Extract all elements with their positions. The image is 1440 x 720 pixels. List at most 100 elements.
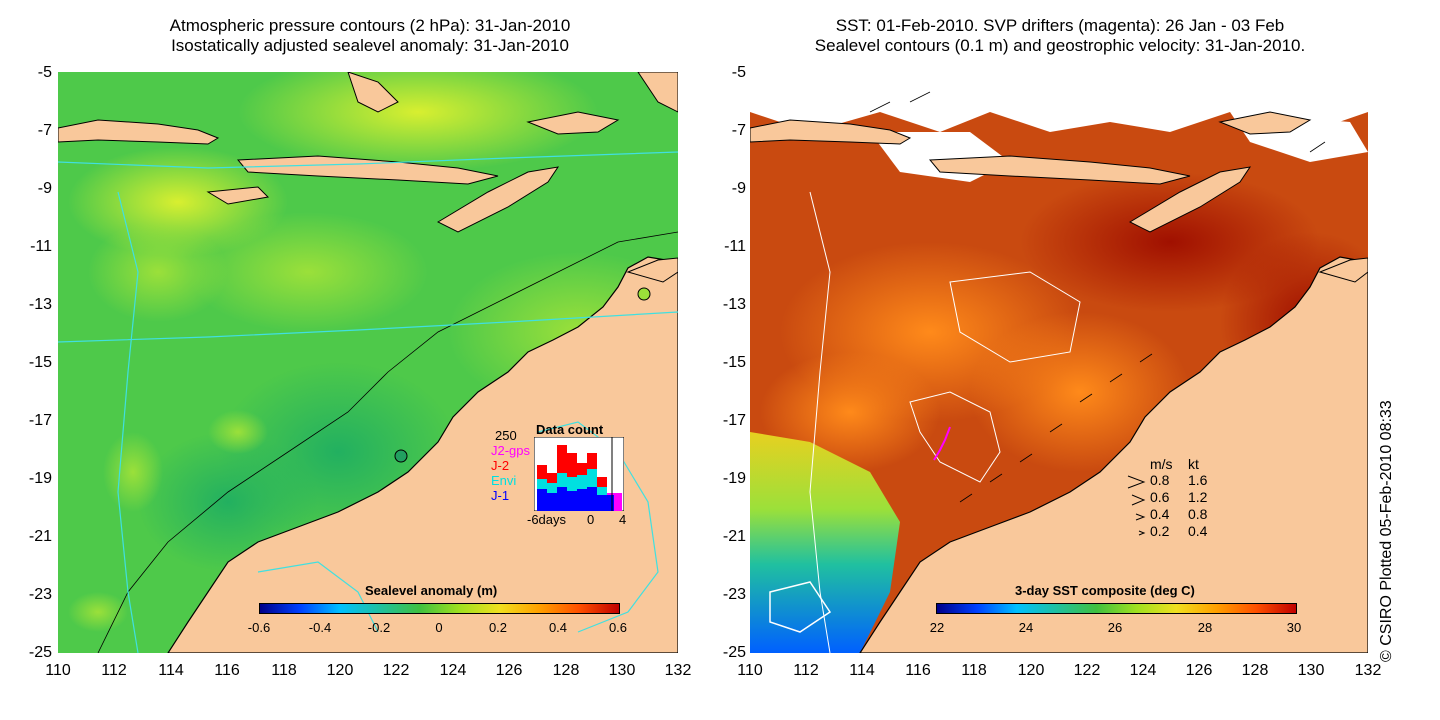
- left-map-title-line1: Atmospheric pressure contours (2 hPa): 3…: [169, 16, 571, 35]
- timor-island: [436, 166, 560, 233]
- sealevel-colorbar-title: Sealevel anomaly (m): [365, 583, 498, 598]
- x-tick: 114: [849, 662, 875, 679]
- plot-credit: © CSIRO Plotted 05-Feb-2010 08:33: [1378, 400, 1395, 662]
- sealevel-contour: [909, 391, 1001, 483]
- cool-water-region: [750, 432, 900, 653]
- sst-map: [750, 72, 1368, 653]
- velocity-legend-ms-header: m/s: [1150, 456, 1173, 472]
- mission-label-j1: J-1: [491, 488, 510, 503]
- y-tick: -25: [28, 644, 52, 661]
- y-tick: -23: [28, 586, 52, 603]
- y-tick: -21: [722, 528, 746, 545]
- right-map-panel: [750, 72, 1368, 653]
- java-sumbawa-islands: [58, 119, 220, 145]
- x-tick: 114: [158, 662, 184, 679]
- y-tick: -13: [722, 296, 746, 313]
- y-tick: -7: [731, 122, 746, 139]
- mission-label-j2gps: J2-gps: [491, 443, 531, 458]
- histogram-x-label-zero: 0: [587, 512, 595, 527]
- x-tick: 128: [552, 662, 580, 679]
- svp-drifter-track: [933, 426, 951, 461]
- mission-label-j2: J-2: [491, 458, 510, 473]
- velocity-row-kt: 1.6: [1188, 472, 1208, 488]
- mission-label-envi: Envi: [491, 473, 517, 488]
- left-map-title-line2: Isostatically adjusted sealevel anomaly:…: [171, 36, 569, 55]
- colorbar-label: 22: [929, 620, 945, 635]
- shelf-contour: [97, 231, 678, 653]
- x-tick: 126: [1185, 662, 1213, 679]
- geostrophic-velocity-arrows: [869, 91, 1326, 503]
- velocity-row-kt: 0.8: [1188, 506, 1208, 522]
- cloud-mask: [750, 72, 1368, 132]
- y-tick: -5: [731, 64, 746, 81]
- x-tick: 132: [664, 662, 692, 679]
- sealevel-contour: [949, 271, 1081, 363]
- y-tick: -15: [28, 354, 52, 371]
- velocity-row-ms: 0.6: [1150, 489, 1170, 505]
- velocity-row-ms: 0.8: [1150, 472, 1170, 488]
- right-map-title-line2: Sealevel contours (0.1 m) and geostrophi…: [814, 36, 1306, 55]
- x-tick: 122: [1073, 662, 1101, 679]
- y-tick: -11: [30, 238, 52, 255]
- new-guinea-corner: [637, 72, 678, 113]
- left-map-title: Atmospheric pressure contours (2 hPa): 3…: [60, 16, 680, 56]
- velocity-legend-kt-header: kt: [1188, 456, 1199, 472]
- sealevel-colorbar: [259, 603, 620, 614]
- colorbar-label: 26: [1107, 620, 1123, 635]
- x-tick: 126: [495, 662, 523, 679]
- colorbar-label: -0.2: [367, 620, 391, 635]
- y-tick: -17: [722, 412, 746, 429]
- x-tick: 120: [326, 662, 354, 679]
- histogram-x-label-start: -6days: [527, 512, 567, 527]
- x-tick: 116: [214, 662, 240, 679]
- x-tick: 120: [1017, 662, 1045, 679]
- colorbar-label: 24: [1018, 620, 1034, 635]
- sealevel-contour: [809, 191, 831, 653]
- histogram-bars: [537, 445, 622, 511]
- pressure-contour-1: [58, 151, 678, 169]
- velocity-row-kt: 0.4: [1188, 523, 1208, 539]
- x-tick: 130: [1297, 662, 1325, 679]
- y-tick: -7: [37, 122, 52, 139]
- colorbar-label: -0.4: [308, 620, 332, 635]
- x-tick: 130: [608, 662, 636, 679]
- sealevel-anomaly-map: [58, 72, 678, 653]
- tide-gauge-marker: [637, 287, 651, 301]
- y-tick: -5: [37, 64, 52, 81]
- colorbar-label: 0: [435, 620, 443, 635]
- velocity-arrow-glyphs: [1127, 475, 1146, 536]
- y-tick: -13: [28, 296, 52, 313]
- y-tick: -25: [722, 644, 746, 661]
- right-map-title-line1: SST: 01-Feb-2010. SVP drifters (magenta)…: [835, 16, 1285, 35]
- right-map-title: SST: 01-Feb-2010. SVP drifters (magenta)…: [740, 16, 1380, 56]
- data-count-histogram: [534, 437, 624, 511]
- australia-land: [859, 256, 1368, 653]
- colorbar-label: 0.4: [548, 620, 568, 635]
- y-tick: -21: [28, 528, 52, 545]
- velocity-row-ms: 0.2: [1150, 523, 1170, 539]
- velocity-row-kt: 1.2: [1188, 489, 1208, 505]
- histogram-x-label-end: 4: [619, 512, 627, 527]
- x-tick: 118: [271, 662, 297, 679]
- y-tick: -19: [28, 470, 52, 487]
- y-tick: -19: [722, 470, 746, 487]
- data-count-max: 250: [495, 428, 517, 443]
- x-tick: 110: [45, 662, 71, 679]
- pressure-contour-3: [117, 191, 139, 653]
- pressure-contour-2: [58, 311, 678, 343]
- australia-land: [167, 256, 678, 653]
- sst-colorbar: [936, 603, 1297, 614]
- colorbar-label: 0.6: [608, 620, 628, 635]
- y-tick: -17: [28, 412, 52, 429]
- velocity-row-ms: 0.4: [1150, 506, 1170, 522]
- x-tick: 110: [737, 662, 763, 679]
- colorbar-label: 0.2: [488, 620, 508, 635]
- x-tick: 122: [382, 662, 410, 679]
- x-tick: 112: [793, 662, 819, 679]
- y-tick: -15: [722, 354, 746, 371]
- x-tick: 132: [1354, 662, 1382, 679]
- x-tick: 124: [439, 662, 467, 679]
- y-tick: -11: [724, 238, 746, 255]
- y-tick: -23: [722, 586, 746, 603]
- x-tick: 116: [905, 662, 931, 679]
